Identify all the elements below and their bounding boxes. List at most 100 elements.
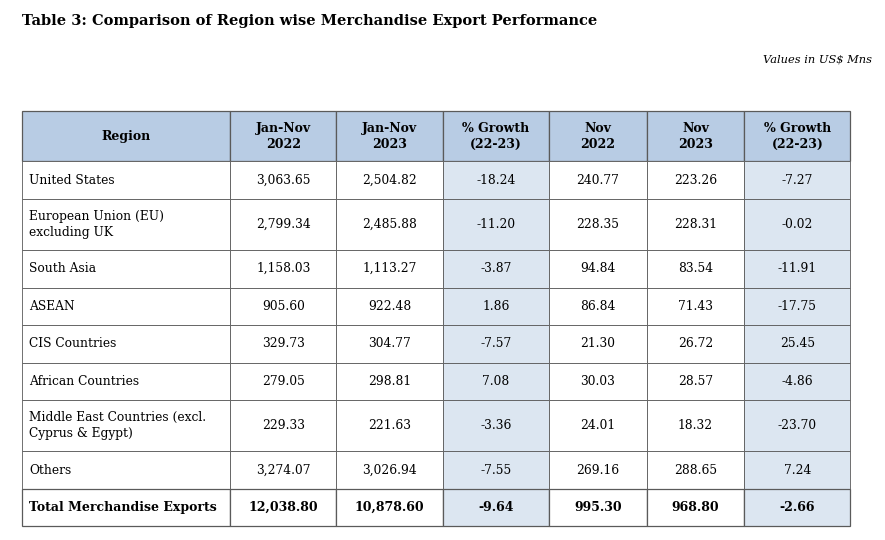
Bar [442,111,549,161]
Text: 240.77: 240.77 [576,174,619,187]
Text: -11.20: -11.20 [476,218,515,231]
Text: 288.65: 288.65 [673,463,717,477]
Text: Values in US$ Mns: Values in US$ Mns [763,54,872,64]
Text: Total Merchandise Exports: Total Merchandise Exports [29,501,217,514]
Text: 86.84: 86.84 [580,300,615,313]
Text: Jan-Nov
2022: Jan-Nov 2022 [256,122,311,151]
Text: Others: Others [29,463,72,477]
Bar [22,325,230,363]
Text: 7.08: 7.08 [482,375,510,388]
Bar [336,288,442,325]
Bar [744,325,850,363]
Bar [442,401,549,451]
Bar [22,161,230,199]
Bar [744,451,850,489]
Text: -7.57: -7.57 [481,338,512,350]
Text: 28.57: 28.57 [678,375,713,388]
Text: 304.77: 304.77 [368,338,411,350]
Bar [647,325,744,363]
Text: 1,113.27: 1,113.27 [362,262,417,275]
Bar [230,363,336,401]
Bar [230,325,336,363]
Bar [442,325,549,363]
Bar [647,250,744,288]
Text: -9.64: -9.64 [478,501,513,514]
Bar [230,401,336,451]
Text: 7.24: 7.24 [784,463,811,477]
Bar [336,161,442,199]
Text: 26.72: 26.72 [678,338,713,350]
Bar [336,199,442,250]
Bar [442,489,549,526]
Text: 269.16: 269.16 [576,463,619,477]
Bar [549,161,647,199]
Bar [230,161,336,199]
Text: 24.01: 24.01 [581,420,615,433]
Bar [647,401,744,451]
Bar [22,288,230,325]
Text: 21.30: 21.30 [581,338,615,350]
Bar [647,363,744,401]
Text: 905.60: 905.60 [262,300,304,313]
Bar [744,489,850,526]
Bar [336,401,442,451]
Text: South Asia: South Asia [29,262,96,275]
Bar [230,489,336,526]
Text: 298.81: 298.81 [368,375,412,388]
Bar [442,451,549,489]
Text: African Countries: African Countries [29,375,139,388]
Text: 228.35: 228.35 [576,218,619,231]
Bar [230,199,336,250]
Bar [22,363,230,401]
Bar [647,161,744,199]
Text: United States: United States [29,174,115,187]
Text: 229.33: 229.33 [262,420,304,433]
Text: 2,485.88: 2,485.88 [362,218,417,231]
Text: -17.75: -17.75 [778,300,817,313]
Text: 18.32: 18.32 [678,420,713,433]
Bar [22,111,230,161]
Text: 329.73: 329.73 [262,338,304,350]
Text: 83.54: 83.54 [678,262,713,275]
Bar [647,451,744,489]
Bar [744,250,850,288]
Text: Middle East Countries (excl.
Cyprus & Egypt): Middle East Countries (excl. Cyprus & Eg… [29,411,206,440]
Text: -3.87: -3.87 [480,262,512,275]
Bar [336,451,442,489]
Bar [22,199,230,250]
Text: Table 3: Comparison of Region wise Merchandise Export Performance: Table 3: Comparison of Region wise Merch… [22,14,597,28]
Bar [744,401,850,451]
Text: 10,878.60: 10,878.60 [355,501,425,514]
Bar [647,111,744,161]
Bar [442,250,549,288]
Text: 3,063.65: 3,063.65 [256,174,311,187]
Text: -3.36: -3.36 [480,420,512,433]
Text: 922.48: 922.48 [368,300,412,313]
Bar [549,111,647,161]
Bar [744,363,850,401]
Text: 221.63: 221.63 [368,420,411,433]
Text: % Growth
(22-23): % Growth (22-23) [462,122,529,151]
Bar [336,111,442,161]
Text: 25.45: 25.45 [780,338,815,350]
Bar [647,199,744,250]
Text: 1.86: 1.86 [482,300,510,313]
Bar [336,489,442,526]
Bar [442,288,549,325]
Text: -4.86: -4.86 [781,375,813,388]
Text: 968.80: 968.80 [672,501,720,514]
Bar [549,451,647,489]
Text: 223.26: 223.26 [673,174,717,187]
Text: 995.30: 995.30 [573,501,621,514]
Text: 3,274.07: 3,274.07 [256,463,311,477]
Text: -2.66: -2.66 [780,501,815,514]
Text: 3,026.94: 3,026.94 [362,463,417,477]
Bar [647,489,744,526]
Text: % Growth
(22-23): % Growth (22-23) [764,122,831,151]
Bar [230,250,336,288]
Text: CIS Countries: CIS Countries [29,338,117,350]
Bar [442,199,549,250]
Bar [22,250,230,288]
Text: -0.02: -0.02 [781,218,813,231]
Bar [744,161,850,199]
